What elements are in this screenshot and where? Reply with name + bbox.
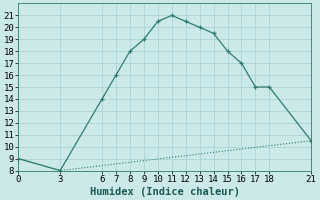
X-axis label: Humidex (Indice chaleur): Humidex (Indice chaleur) (90, 186, 240, 197)
